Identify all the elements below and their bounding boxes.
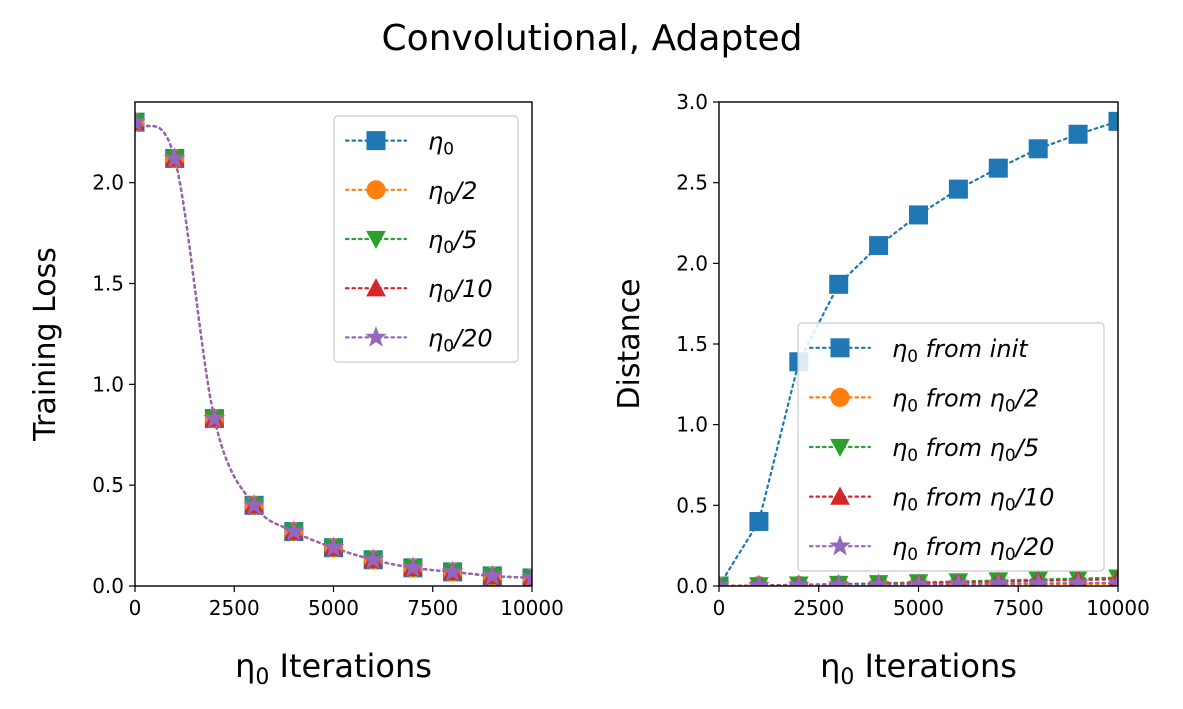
- data-point: [402, 556, 424, 578]
- y-tick-label: 0.0: [92, 574, 124, 598]
- data-point: [947, 572, 970, 586]
- axes-frame: [718, 101, 1119, 587]
- y-tick-label: 2.5: [676, 171, 708, 195]
- legend-box: [333, 115, 519, 363]
- x-tick-label: 10000: [500, 596, 564, 620]
- legend-label: η0 from η0/5: [892, 434, 1039, 466]
- data-point: [282, 520, 305, 541]
- x-tick-label: 7500: [407, 596, 458, 620]
- x-axis-label: η0 Iterations: [820, 647, 1017, 690]
- legend: η0 from init η0 from η0/2 η0 from η0/5 η0 f…: [797, 322, 1105, 572]
- data-point: [988, 158, 1008, 178]
- plot-area: [135, 110, 532, 586]
- data-point: [869, 236, 889, 256]
- legend-marker: [366, 180, 386, 200]
- x-tick-label: 10000: [1086, 596, 1150, 620]
- x-axis-label: η0 Iterations: [235, 647, 432, 690]
- legend-box: [797, 322, 1105, 572]
- legend-marker: [366, 131, 386, 151]
- x-tick-label: 2500: [793, 596, 844, 620]
- data-point: [787, 573, 810, 586]
- x-tick-label: 5000: [308, 596, 359, 620]
- legend-marker: [830, 438, 850, 458]
- legend-label: η0: [428, 128, 454, 160]
- data-point: [243, 493, 265, 515]
- y-axis-label: Training Loss: [28, 247, 63, 442]
- data-point: [829, 274, 849, 294]
- legend-label: η0 from init: [892, 335, 1029, 367]
- y-tick-label: 0.5: [92, 473, 124, 497]
- series-line: [719, 120, 1118, 586]
- data-point: [987, 572, 1010, 586]
- data-point: [1068, 124, 1088, 144]
- plot-area: [719, 111, 1118, 586]
- y-tick-label: 1.0: [92, 372, 124, 396]
- axes-frame: [134, 101, 533, 587]
- data-point: [827, 573, 850, 586]
- legend-label: η0 from η0/10: [892, 484, 1054, 516]
- x-tick-label: 7500: [993, 596, 1044, 620]
- legend-marker: [366, 230, 386, 250]
- figure-title: Convolutional, Adapted: [382, 18, 803, 59]
- y-tick-label: 3.0: [676, 90, 708, 114]
- x-tick-label: 5000: [893, 596, 944, 620]
- legend-marker: [366, 278, 386, 297]
- data-point: [909, 205, 928, 225]
- data-point: [135, 110, 146, 132]
- data-point: [1028, 139, 1048, 159]
- data-point: [749, 511, 769, 531]
- legend-label: η0/10: [428, 275, 493, 307]
- data-point: [867, 573, 890, 586]
- data-point: [948, 179, 968, 199]
- data-point: [163, 147, 186, 168]
- training-loss-panel: 0 2500 5000 7500 10000 0.0 0.5 1.0 1.5 2.0 η0 Iter…: [28, 101, 564, 690]
- data-point: [719, 574, 730, 586]
- legend-label: η0/5: [428, 226, 477, 258]
- y-tick-label: 2.0: [92, 171, 124, 195]
- y-axis-label: Distance: [612, 278, 647, 409]
- legend-label: η0 from η0/2: [892, 384, 1039, 416]
- data-point: [907, 573, 930, 586]
- x-tick-label: 0: [129, 596, 142, 620]
- data-point: [362, 548, 385, 569]
- y-tick-label: 2.0: [676, 251, 708, 275]
- legend-label: η0/2: [428, 177, 477, 209]
- y-tick-label: 1.5: [676, 332, 708, 356]
- data-point: [481, 564, 504, 586]
- legend-label: η0 from η0/20: [892, 533, 1054, 565]
- legend-marker: [830, 486, 850, 505]
- data-point: [203, 407, 226, 428]
- x-tick-label: 0: [713, 596, 726, 620]
- x-tick-label: 2500: [209, 596, 260, 620]
- legend-marker: [829, 534, 851, 556]
- y-tick-label: 0.5: [676, 493, 708, 517]
- legend: η0 η0/2 η0/5 η0/10 η0/20: [333, 115, 519, 363]
- data-point: [521, 566, 532, 586]
- data-point: [1027, 572, 1050, 586]
- y-tick-label: 1.0: [676, 413, 708, 437]
- legend-marker: [830, 338, 850, 358]
- data-point: [322, 536, 345, 557]
- data-point: [441, 560, 464, 582]
- y-tick-label: 0.0: [676, 574, 708, 598]
- data-point: [1108, 111, 1118, 131]
- data-point: [748, 574, 770, 586]
- legend-marker: [830, 387, 850, 407]
- y-tick-label: 1.5: [92, 272, 124, 296]
- data-point: [1107, 571, 1118, 586]
- distance-panel: 0 2500 5000 7500 10000 0.0 0.5 1.0 1.5 2.0 2.5 3.0 η…: [612, 90, 1150, 690]
- legend-label: η0/20: [428, 324, 493, 356]
- data-point: [1067, 571, 1089, 586]
- legend-marker: [365, 326, 387, 347]
